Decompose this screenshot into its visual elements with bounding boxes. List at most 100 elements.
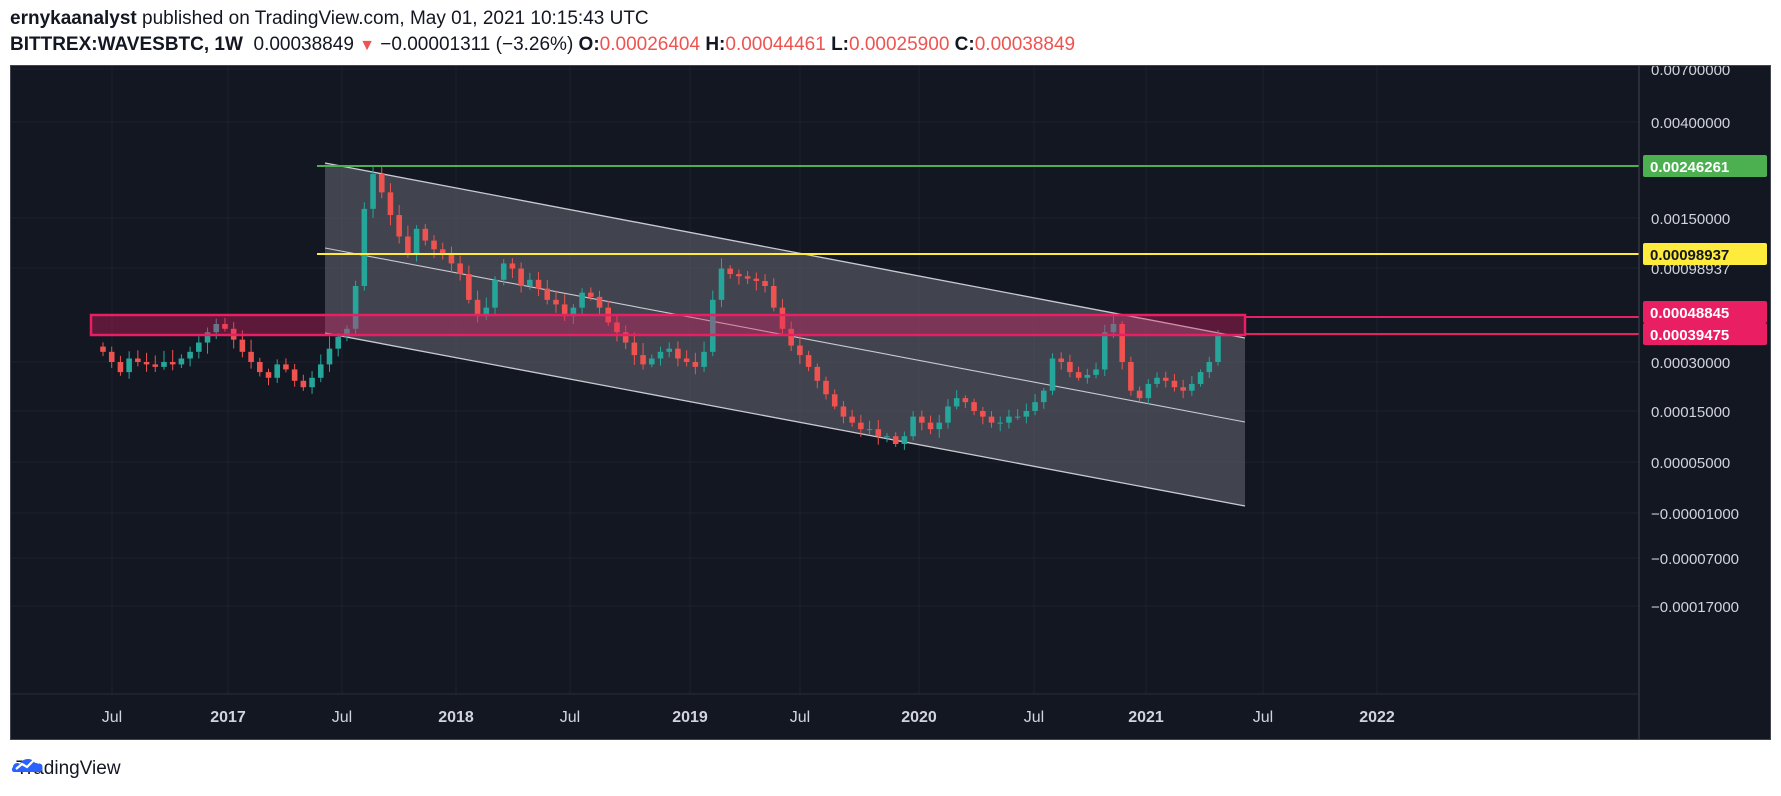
candles-group (100, 166, 1221, 450)
author-name[interactable]: ernykaanalyst (10, 8, 137, 29)
publish-line: ernykaanalyst published on TradingView.c… (10, 6, 1075, 32)
candle-body (239, 339, 246, 352)
candle-body (770, 286, 777, 308)
down-arrow-icon: ▼ (359, 37, 376, 54)
candle-body (788, 328, 794, 346)
candle-body (692, 362, 699, 367)
candle-body (1058, 358, 1064, 362)
candle-body (919, 416, 925, 423)
candle-body (187, 351, 193, 359)
candle-body (317, 364, 324, 378)
candle-body (309, 377, 315, 388)
candle-body (875, 429, 882, 437)
candle-body (1128, 362, 1134, 391)
candle-body (736, 274, 742, 277)
candle-body (370, 174, 376, 209)
candle-body (579, 292, 585, 308)
candle-body (196, 342, 202, 352)
candle-body (1180, 387, 1186, 391)
candle-body (849, 416, 855, 423)
candle-body (901, 436, 908, 444)
price-tick-label: 0.00400000 (1651, 115, 1730, 132)
candle-body (945, 406, 951, 423)
level-label-zone-top-bg (1643, 301, 1767, 323)
candle-body (614, 322, 620, 333)
candle-body (805, 355, 812, 367)
candle-body (892, 436, 899, 444)
horizontal-levels[interactable] (89, 165, 1639, 337)
candle-body (204, 332, 211, 343)
candle-body (500, 263, 507, 280)
candle-body (1206, 362, 1213, 373)
chart-header: ernykaanalyst published on TradingView.c… (10, 6, 1075, 58)
price-tick-label: −0.00017000 (1651, 599, 1739, 616)
candle-body (1215, 334, 1221, 362)
candle-body (474, 299, 481, 317)
chart-area[interactable]: 0.00700000 0.00400000 0.00150000 0.00098937… (10, 65, 1771, 740)
price-tick-label: −0.00007000 (1651, 551, 1739, 568)
candle-body (518, 268, 524, 286)
published-text: published on TradingView.com, May 01, 20… (142, 8, 649, 29)
low-value: 0.00025900 (849, 34, 950, 55)
last-price: 0.00038849 (253, 34, 354, 55)
candle-body (1032, 402, 1038, 411)
candle-body (1189, 383, 1195, 391)
time-tick-label: Jul (560, 709, 580, 726)
time-axis[interactable]: Jul 2017 Jul 2018 Jul 2019 Jul 2020 Jul 2021 Jul 20… (102, 709, 1395, 726)
price-tick-label: −0.00001000 (1651, 506, 1739, 523)
candle-body (1084, 374, 1091, 378)
level-price-labels: 0.00246261 0.00098937 0.00048845 0.00039475 (1643, 155, 1767, 345)
candle-body (274, 364, 281, 378)
price-tick-label: 0.00150000 (1651, 211, 1730, 228)
time-tick-label: Jul (332, 709, 352, 726)
candle-body (1075, 372, 1082, 378)
high-value: 0.00044461 (725, 34, 826, 55)
candle-body (178, 358, 185, 365)
level-label-zone-top: 0.00048845 (1650, 305, 1729, 322)
price-tick-label: 0.00015000 (1651, 404, 1730, 421)
symbol-label[interactable]: BITTREX:WAVESBTC, 1W (10, 34, 243, 55)
candle-body (152, 364, 159, 367)
level-label-green: 0.00246261 (1650, 159, 1729, 176)
time-tick-label: Jul (102, 709, 122, 726)
candle-body (100, 346, 106, 352)
candle-body (927, 422, 934, 430)
candle-body (457, 263, 463, 275)
price-axis[interactable]: 0.00700000 0.00400000 0.00150000 0.00098937… (1651, 66, 1739, 616)
candle-body (291, 369, 298, 381)
candle-body (126, 358, 132, 373)
candle-body (596, 296, 603, 308)
candle-body (466, 274, 472, 300)
price-chart[interactable]: 0.00700000 0.00400000 0.00150000 0.00098937… (11, 66, 1770, 739)
candle-body (701, 351, 707, 367)
candle-body (387, 192, 394, 216)
candle-body (1171, 380, 1178, 388)
level-label-green-bg (1643, 155, 1767, 177)
candle-body (1049, 358, 1056, 391)
candle-body (544, 288, 551, 300)
candle-body (840, 406, 847, 417)
time-tick-label: Jul (1024, 709, 1044, 726)
candle-body (797, 345, 803, 356)
candle-body (744, 276, 751, 279)
time-tick-label: 2021 (1128, 709, 1164, 726)
candle-body (588, 292, 594, 297)
candle-body (378, 174, 385, 193)
candle-body (858, 422, 864, 430)
open-value: 0.00026404 (599, 34, 701, 55)
time-tick-label: 2017 (210, 709, 246, 726)
price-tick-label: 0.00030000 (1651, 355, 1730, 372)
support-zone-box (89, 313, 1247, 337)
candle-body (361, 208, 368, 286)
candle-body (1006, 416, 1012, 423)
candle-body (1154, 377, 1160, 384)
candle-body (683, 358, 690, 362)
brand-name[interactable]: TradingView (16, 758, 121, 779)
level-label-zone-bottom-bg (1643, 323, 1767, 345)
close-value: 0.00038849 (974, 34, 1076, 55)
candle-body (553, 299, 559, 305)
channel-lower-line (324, 332, 1246, 507)
candle-body (352, 286, 359, 329)
time-tick-label: Jul (790, 709, 810, 726)
candle-body (997, 422, 1004, 424)
